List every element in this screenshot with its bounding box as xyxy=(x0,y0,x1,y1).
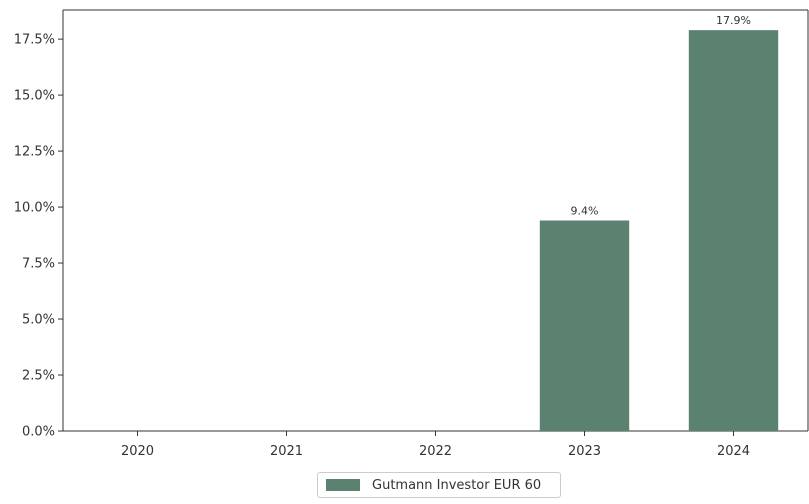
x-tick-label: 2024 xyxy=(717,444,750,459)
data-label: 9.4% xyxy=(571,205,599,218)
x-tick-label: 2023 xyxy=(568,444,601,459)
legend-label: Gutmann Investor EUR 60 xyxy=(372,477,542,493)
bar xyxy=(539,220,630,431)
y-tick-label: 15.0% xyxy=(14,89,55,104)
legend: Gutmann Investor EUR 60 xyxy=(317,472,561,498)
y-tick-label: 10.0% xyxy=(14,201,55,216)
x-tick-label: 2022 xyxy=(419,444,452,459)
x-tick-label: 2020 xyxy=(121,444,154,459)
x-tick-label: 2021 xyxy=(270,444,303,459)
y-tick-label: 5.0% xyxy=(22,313,55,328)
bar xyxy=(688,30,779,431)
y-tick-label: 2.5% xyxy=(22,369,55,384)
data-label: 17.9% xyxy=(716,14,751,27)
y-tick-label: 17.5% xyxy=(14,33,55,48)
y-tick-label: 0.0% xyxy=(22,425,55,440)
y-tick-label: 7.5% xyxy=(22,257,55,272)
y-tick-label: 12.5% xyxy=(14,145,55,160)
legend-swatch xyxy=(326,479,360,491)
